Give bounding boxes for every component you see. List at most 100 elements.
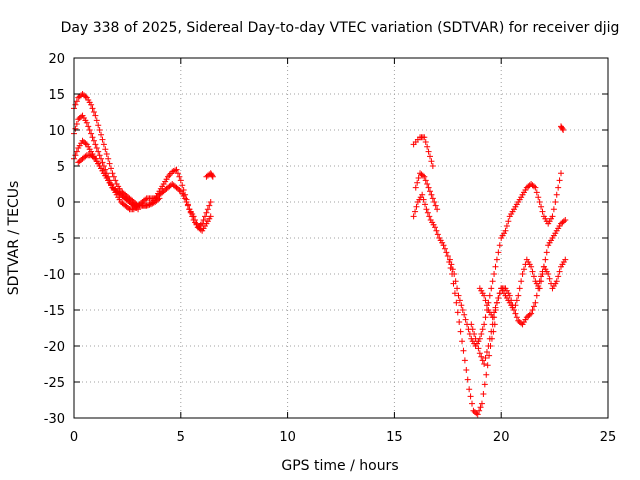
series-arc-e [410,134,498,418]
data-point [209,172,216,179]
data-point [90,154,97,161]
data-point [532,184,539,191]
y-tick-label: -15 [44,304,65,319]
data-point [193,220,200,227]
data-point [467,393,474,400]
data-point [555,184,562,191]
data-point [491,309,498,316]
grid [74,58,608,418]
data-point [125,205,132,211]
data-point [495,249,502,256]
data-point [78,113,85,120]
data-point [202,213,209,220]
data-point [480,391,487,397]
data-point [86,127,93,133]
x-tick-label: 20 [493,430,510,445]
data-point [88,130,95,137]
data-point [424,143,431,150]
data-point [456,297,463,304]
data-point [519,271,526,277]
x-tick-label: 15 [386,430,403,445]
data-point [92,112,99,119]
data-point [431,224,438,231]
data-point [533,189,540,196]
data-point [147,201,154,208]
data-point [177,177,184,184]
data-point [481,361,488,367]
data-point [170,168,177,175]
data-point [505,218,512,225]
data-point [538,203,545,210]
data-point [483,371,490,378]
data-point [486,292,493,299]
data-point [535,285,542,292]
data-point [484,362,491,369]
data-point [454,309,461,316]
data-point [485,343,492,349]
data-point [207,213,214,220]
data-point [473,340,480,347]
data-point [458,302,465,309]
data-point [423,206,430,213]
data-point [106,160,113,167]
data-point [553,278,560,285]
data-point [173,166,180,173]
data-point [489,321,496,328]
data-point [459,338,466,345]
data-point [452,278,459,285]
data-point [412,208,419,215]
data-point [483,349,490,355]
data-point [424,209,431,216]
series-arc-g [468,217,569,367]
data-point [469,400,476,407]
data-point [102,166,109,173]
data-point [98,155,105,162]
data-point [176,187,183,193]
data-point [560,127,567,133]
data-point [429,195,436,202]
series-arc-h [476,256,569,328]
y-tick-label: -5 [52,232,65,247]
y-axis-label: SDTVAR / TECUs [6,181,22,296]
data-point [99,159,106,166]
data-point [471,331,478,337]
data-point [110,173,117,180]
data-point [489,314,496,321]
data-point [455,292,462,299]
data-point [444,253,451,259]
data-point [508,297,515,304]
data-point [506,292,513,299]
y-tick-label: 15 [48,88,65,103]
data-point [99,136,106,143]
data-point [532,299,539,306]
data-point [462,316,469,323]
data-point [142,196,149,203]
data-point [85,123,92,130]
data-point [419,172,426,179]
data-point [434,206,441,213]
data-point [543,249,550,256]
data-point [488,285,495,292]
data-point [108,165,115,172]
data-points [71,91,569,418]
data-point [82,140,89,147]
data-point [90,137,97,144]
data-point [529,268,536,275]
y-tick-label: -30 [44,412,65,427]
data-point [512,310,519,317]
data-point [449,266,456,273]
data-point [425,184,432,191]
data-point [72,125,79,132]
series-arc-i [558,123,567,133]
data-point [542,256,549,263]
x-tick-label: 25 [600,430,617,445]
series-arc-d [75,152,216,213]
data-point [460,347,467,354]
data-point [553,191,560,198]
data-point [528,263,535,270]
data-point [556,177,563,184]
y-tick-label: 5 [57,160,65,175]
data-point [95,148,102,155]
data-point [133,205,140,211]
data-point [562,217,569,223]
